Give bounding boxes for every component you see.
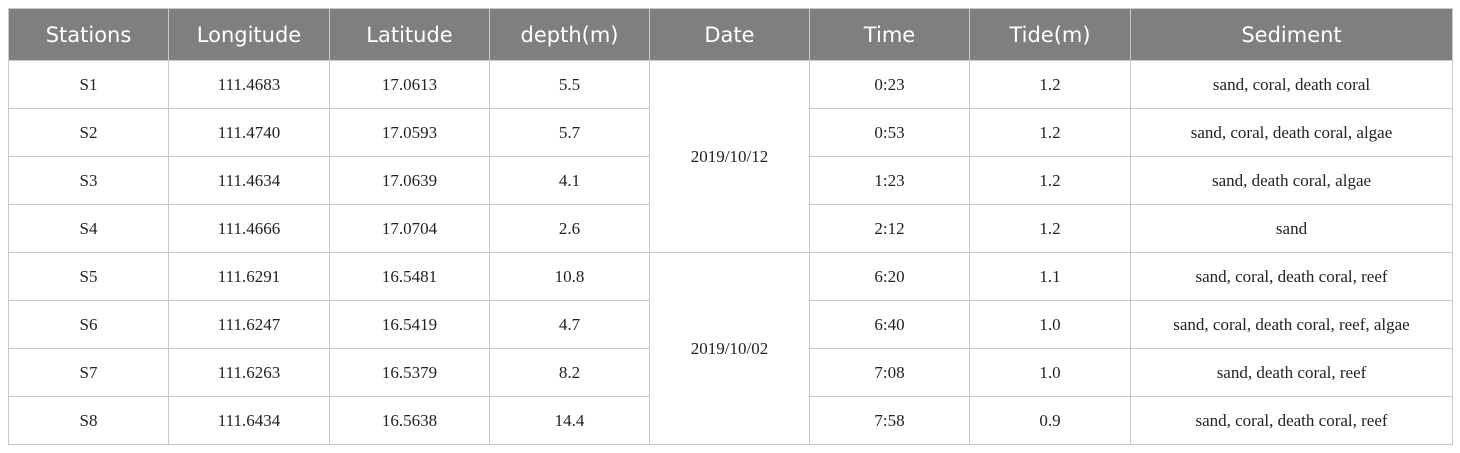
table-cell: S6 — [8, 300, 169, 349]
table-cell: 16.5419 — [329, 300, 490, 349]
table-cell: 5.5 — [489, 60, 650, 109]
table-cell: 17.0613 — [329, 60, 490, 109]
header-row: Stations Longitude Latitude depth(m) Date Tim… — [8, 8, 1453, 61]
table-cell: S3 — [8, 156, 169, 205]
table-row: S6 111.6247 16.5419 4.7 6:40 1.0 sand, coral, … — [8, 300, 1453, 349]
table-cell: 111.4740 — [168, 108, 330, 157]
table-cell: 1.2 — [969, 60, 1131, 109]
table-cell: S5 — [8, 252, 169, 301]
table-cell: 4.1 — [489, 156, 650, 205]
table-cell: 2.6 — [489, 204, 650, 253]
date-cell: 2019/10/02 — [649, 252, 810, 445]
table-cell: 6:40 — [809, 300, 970, 349]
header-cell: Time — [809, 8, 970, 61]
table-cell: sand, coral, death coral, algae — [1130, 108, 1453, 157]
header-cell: Tide(m) — [969, 8, 1131, 61]
table-cell: 7:08 — [809, 348, 970, 397]
table-cell: 1.2 — [969, 108, 1131, 157]
header-cell: Date — [649, 8, 810, 61]
table-cell: 16.5481 — [329, 252, 490, 301]
table-cell: 16.5638 — [329, 396, 490, 445]
table-row: S4 111.4666 17.0704 2.6 2:12 1.2 sand — [8, 204, 1453, 253]
table-cell: 17.0704 — [329, 204, 490, 253]
table-cell: 14.4 — [489, 396, 650, 445]
table-cell: sand, coral, death coral, reef — [1130, 252, 1453, 301]
table-cell: sand — [1130, 204, 1453, 253]
header-cell: Sediment — [1130, 8, 1453, 61]
table-cell: 111.6291 — [168, 252, 330, 301]
table-cell: S7 — [8, 348, 169, 397]
header-cell: Latitude — [329, 8, 490, 61]
stations-table: Stations Longitude Latitude depth(m) Date Tim… — [8, 8, 1453, 445]
table-cell: 111.6263 — [168, 348, 330, 397]
date-cell: 2019/10/12 — [649, 60, 810, 253]
table-cell: 5.7 — [489, 108, 650, 157]
table-row: S8 111.6434 16.5638 14.4 7:58 0.9 sand, coral,… — [8, 396, 1453, 445]
table-cell: 2:12 — [809, 204, 970, 253]
table-row: S2 111.4740 17.0593 5.7 0:53 1.2 sand, coral, … — [8, 108, 1453, 157]
table-cell: 17.0593 — [329, 108, 490, 157]
table-cell: 10.8 — [489, 252, 650, 301]
table-cell: 111.6434 — [168, 396, 330, 445]
table-cell: 4.7 — [489, 300, 650, 349]
table-cell: S2 — [8, 108, 169, 157]
table-row: S5 111.6291 16.5481 10.8 2019/10/02 6:20 1.1 sa… — [8, 252, 1453, 445]
table-cell: 16.5379 — [329, 348, 490, 397]
table-cell: S4 — [8, 204, 169, 253]
table-cell: 111.4683 — [168, 60, 330, 109]
table-cell: 7:58 — [809, 396, 970, 445]
table-cell: 8.2 — [489, 348, 650, 397]
table-cell: sand, coral, death coral — [1130, 60, 1453, 109]
table-cell: 1:23 — [809, 156, 970, 205]
table-cell: sand, coral, death coral, reef, algae — [1130, 300, 1453, 349]
table-cell: 111.6247 — [168, 300, 330, 349]
table-cell: 1.2 — [969, 156, 1131, 205]
table-cell: S1 — [8, 60, 169, 109]
table-cell: 0:53 — [809, 108, 970, 157]
table-cell: 17.0639 — [329, 156, 490, 205]
table-cell: 1.0 — [969, 348, 1131, 397]
table-cell: sand, death coral, reef — [1130, 348, 1453, 397]
table-cell: 1.1 — [969, 252, 1131, 301]
header-cell: Longitude — [168, 8, 330, 61]
table-row: S3 111.4634 17.0639 4.1 1:23 1.2 sand, death c… — [8, 156, 1453, 205]
table-cell: sand, coral, death coral, reef — [1130, 396, 1453, 445]
table-cell: sand, death coral, algae — [1130, 156, 1453, 205]
table-cell: S8 — [8, 396, 169, 445]
header-cell: depth(m) — [489, 8, 650, 61]
table-cell: 0:23 — [809, 60, 970, 109]
table-row: S1 111.4683 17.0613 5.5 2019/10/12 0:23 1.2 san… — [8, 60, 1453, 253]
table-cell: 111.4634 — [168, 156, 330, 205]
header-cell: Stations — [8, 8, 169, 61]
table-body: S1 111.4683 17.0613 5.5 2019/10/12 0:23 1.2 san… — [8, 60, 1453, 445]
table-cell: 1.2 — [969, 204, 1131, 253]
table-cell: 6:20 — [809, 252, 970, 301]
table-cell: 0.9 — [969, 396, 1131, 445]
table-cell: 1.0 — [969, 300, 1131, 349]
table-cell: 111.4666 — [168, 204, 330, 253]
